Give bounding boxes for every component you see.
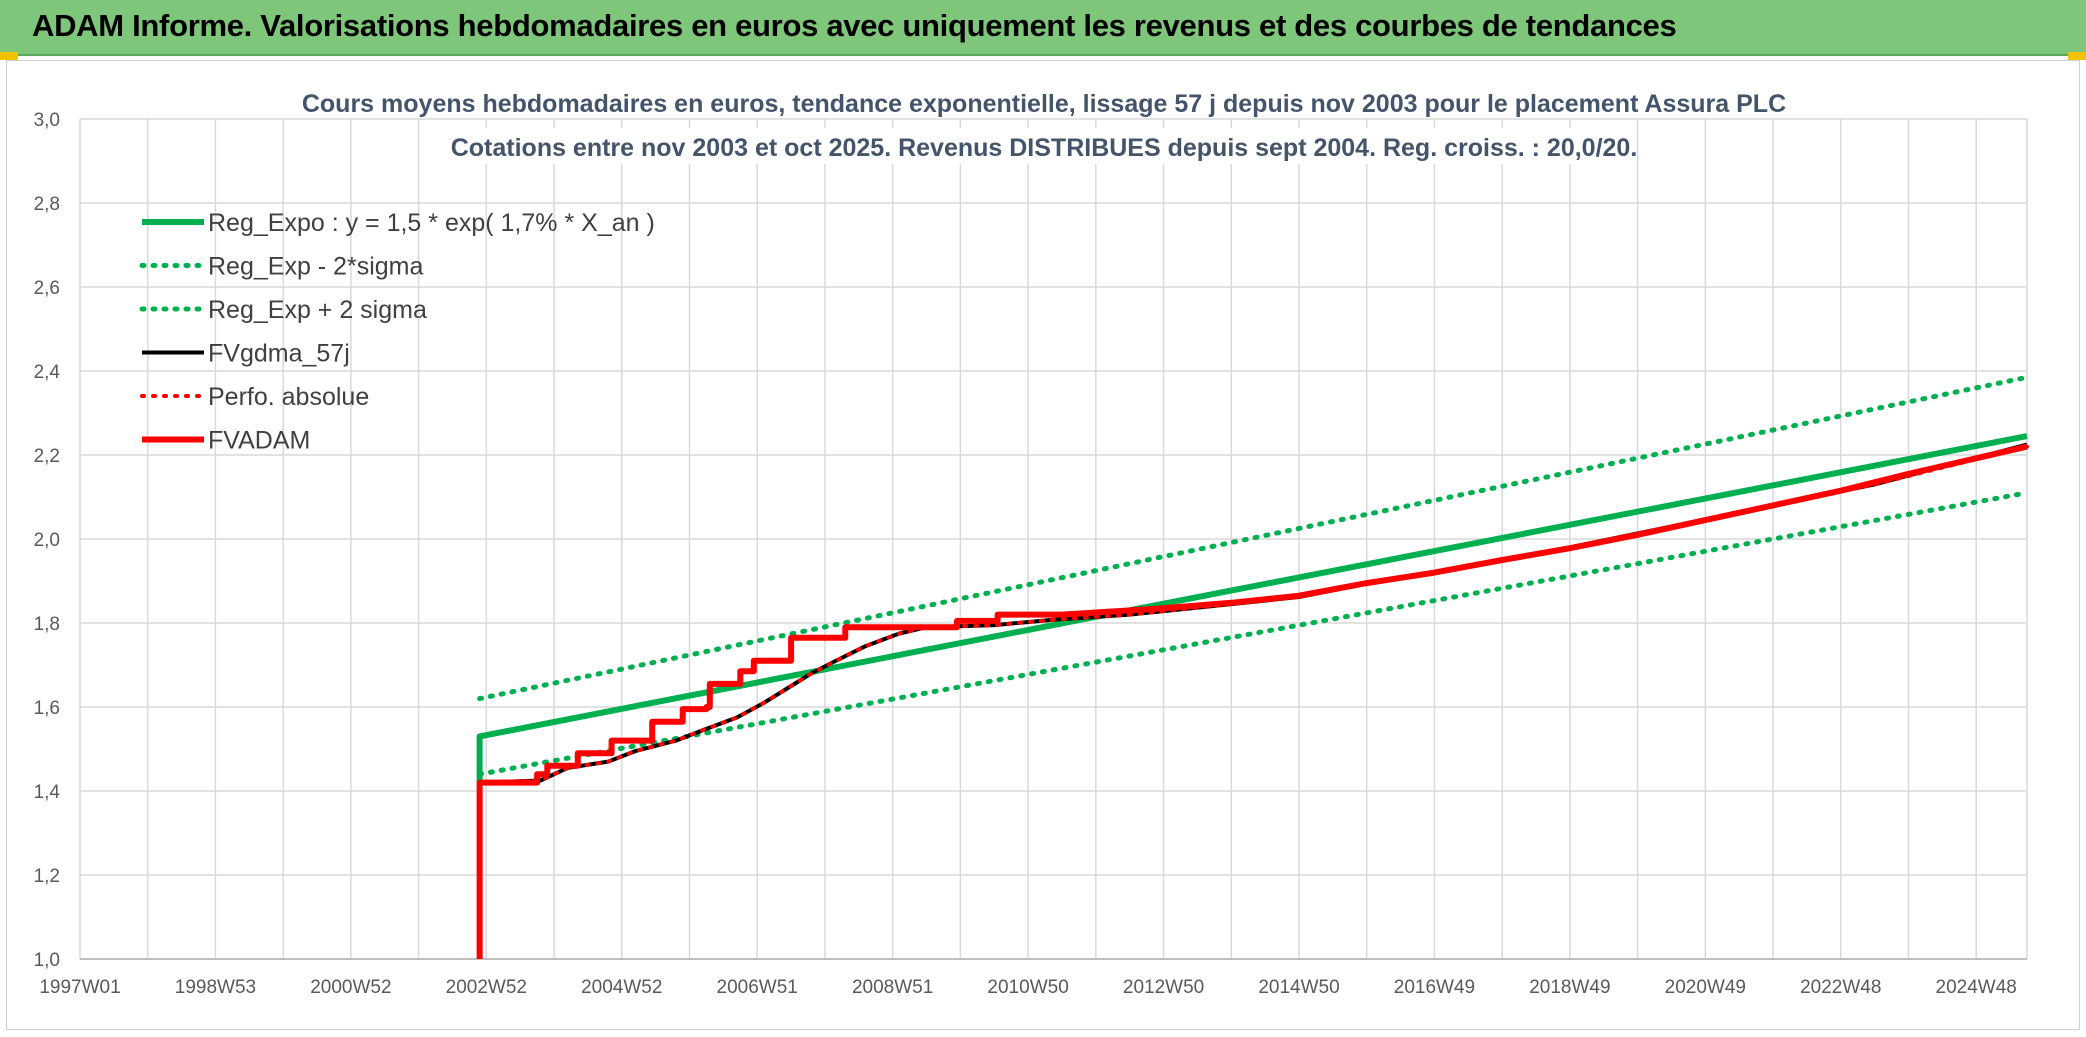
legend-label-4: Perfo. absolue	[208, 383, 369, 411]
x-tick-label: 2000W52	[310, 977, 391, 998]
x-tick-label: 2014W50	[1258, 977, 1339, 998]
chart-title-line1: Cours moyens hebdomadaires en euros, ten…	[302, 90, 1786, 118]
title-bg-line1	[338, 82, 1750, 118]
x-tick-label: 2018W49	[1529, 977, 1610, 998]
series-line-5	[476, 443, 2028, 959]
legend-label-0: Reg_Expo : y = 1,5 * exp( 1,7% * X_an )	[208, 209, 655, 237]
series-line-4	[477, 444, 2029, 785]
series-line-3	[479, 442, 2028, 785]
x-tick-label: 2020W49	[1665, 977, 1746, 998]
x-tick-label: 2022W48	[1800, 977, 1881, 998]
x-tick-label: 2006W51	[717, 977, 798, 998]
y-tick-label: 2,6	[34, 278, 60, 299]
y-tick-label: 2,0	[34, 530, 60, 551]
x-tick-label: 2002W52	[446, 977, 527, 998]
corner-marker-left	[0, 52, 18, 60]
y-tick-label: 1,6	[34, 698, 60, 719]
series-line-1	[477, 490, 2030, 777]
corner-marker-right	[2068, 52, 2086, 60]
title-bg-line2	[478, 128, 1610, 164]
y-tick-label: 2,2	[34, 446, 60, 467]
series-line-0	[476, 433, 2028, 783]
x-tick-label: 2008W51	[852, 977, 933, 998]
legend-label-1: Reg_Exp - 2*sigma	[208, 253, 423, 281]
y-tick-label: 1,8	[34, 614, 60, 635]
series-lines	[476, 374, 2030, 959]
x-tick-label: 2024W48	[1936, 977, 2017, 998]
chart-title-group: Cours moyens hebdomadaires en euros, ten…	[302, 82, 1786, 164]
x-tick-label: 2004W52	[581, 977, 662, 998]
y-tick-label: 2,4	[34, 362, 61, 383]
legend-label-2: Reg_Exp + 2 sigma	[208, 296, 427, 324]
y-tick-label: 1,2	[34, 866, 60, 887]
report-banner: ADAM Informe. Valorisations hebdomadaire…	[0, 0, 2086, 56]
x-tick-label: 2016W49	[1394, 977, 1475, 998]
y-tick-label: 3,0	[34, 110, 60, 131]
x-tick-label: 1997W01	[39, 977, 120, 998]
legend: Reg_Expo : y = 1,5 * exp( 1,7% * X_an ) R…	[139, 209, 655, 455]
x-tick-label: 2010W50	[987, 977, 1068, 998]
x-tick-label: 1998W53	[175, 977, 256, 998]
x-axis-ticks: 1997W01 1998W53 2000W52 2002W52 2004W52 2006W…	[39, 977, 2017, 998]
y-tick-label: 1,0	[34, 950, 60, 971]
y-tick-label: 2,8	[34, 194, 60, 215]
legend-label-5: FVADAM	[208, 427, 310, 455]
x-tick-label: 2012W50	[1123, 977, 1204, 998]
plot-border	[6, 60, 2080, 1030]
chart-title-line2: Cotations entre nov 2003 et oct 2025. Re…	[451, 134, 1638, 162]
y-tick-label: 1,4	[34, 782, 61, 803]
legend-label-3: FVgdma_57j	[208, 340, 350, 368]
y-axis-ticks: 1,0 1,2 1,4 1,6 1,8 2,0 2,2 2,4 2,6 2,8 3,0	[34, 110, 61, 971]
report-title: ADAM Informe. Valorisations hebdomadaire…	[32, 8, 1677, 43]
series-line-2	[477, 374, 2030, 702]
gridlines	[79, 118, 2028, 960]
